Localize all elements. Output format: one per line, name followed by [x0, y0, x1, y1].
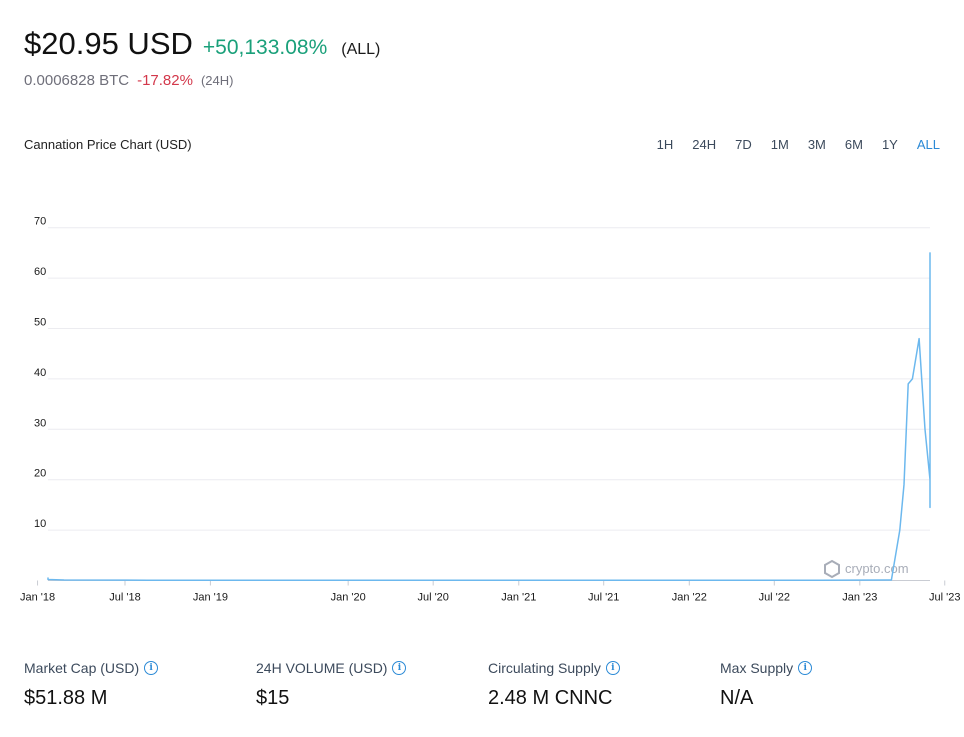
range-selector: 1H 24H 7D 1M 3M 6M 1Y ALL	[638, 137, 940, 152]
stat-24h-volume-usd: 24H VOLUME (USD) i $15	[256, 660, 488, 710]
x-tick-label: Jul '23	[929, 592, 960, 604]
stat-circulating-supply: Circulating Supply i 2.48 M CNNC	[488, 660, 720, 710]
stat-value: N/A	[720, 687, 754, 709]
stat-value: $15	[256, 687, 290, 709]
range-button-1h[interactable]: 1H	[656, 137, 674, 152]
watermark-text: crypto.com	[845, 561, 909, 576]
y-tick-label: 10	[34, 518, 46, 530]
x-tick-label: Jan '18	[20, 592, 55, 604]
range-button-24h[interactable]: 24H	[692, 137, 717, 152]
price-row: $20.95 USD +50,133.08% (ALL)	[24, 26, 380, 62]
x-tick-label: Jan '23	[842, 592, 877, 604]
stat-value: $51.88 M	[24, 687, 108, 709]
x-tick-label: Jan '20	[331, 592, 366, 604]
x-tick-label: Jan '21	[501, 592, 536, 604]
current-price: $20.95 USD	[24, 26, 193, 61]
stat-label: Circulating Supply i	[488, 660, 720, 676]
btc-price: 0.0006828 BTC	[24, 72, 130, 89]
sub-tag: (24H)	[200, 73, 234, 88]
stat-max-supply: Max Supply i N/A	[720, 660, 952, 710]
x-tick-label: Jul '22	[759, 592, 790, 604]
stat-label: Market Cap (USD) i	[24, 660, 256, 676]
stats-row: Market Cap (USD) i $51.88 M 24H VOLUME (USD…	[24, 660, 952, 710]
x-tick-label: Jan '19	[193, 592, 228, 604]
price-header: $20.95 USD +50,133.08% (ALL) 0.0006828 B…	[24, 26, 380, 89]
price-series-line	[47, 252, 931, 581]
stat-label-text: Circulating Supply	[488, 660, 601, 676]
x-tick-label: Jul '18	[109, 592, 140, 604]
watermark: crypto.com	[824, 559, 909, 579]
y-tick-label: 50	[34, 317, 46, 329]
range-tag: (ALL)	[341, 41, 381, 58]
range-button-7d[interactable]: 7D	[735, 137, 752, 152]
y-tick-label: 40	[34, 367, 46, 379]
change-24h: -17.82%	[137, 72, 193, 89]
x-tick-label: Jul '20	[417, 592, 448, 604]
info-icon[interactable]: i	[392, 661, 407, 675]
y-tick-label: 70	[34, 216, 46, 228]
y-tick-label: 20	[34, 468, 46, 480]
range-button-1m[interactable]: 1M	[770, 137, 789, 152]
range-button-3m[interactable]: 3M	[807, 137, 826, 152]
y-tick-label: 30	[34, 417, 46, 429]
change-all-time: +50,133.08%	[202, 36, 328, 59]
stat-label-text: 24H VOLUME (USD)	[256, 660, 388, 676]
stat-label-text: Market Cap (USD)	[24, 660, 140, 676]
stat-label: 24H VOLUME (USD) i	[256, 660, 488, 676]
range-button-6m[interactable]: 6M	[844, 137, 863, 152]
stat-label: Max Supply i	[720, 660, 952, 676]
btc-row: 0.0006828 BTC -17.82% (24H)	[24, 72, 380, 89]
stat-market-cap-usd: Market Cap (USD) i $51.88 M	[24, 660, 256, 710]
range-button-all[interactable]: ALL	[916, 137, 940, 152]
info-icon[interactable]: i	[798, 661, 813, 675]
chart-title: Cannation Price Chart (USD)	[24, 137, 192, 152]
y-tick-label: 60	[34, 266, 46, 278]
stat-value: 2.48 M CNNC	[488, 687, 613, 709]
x-tick-label: Jan '22	[672, 592, 707, 604]
crypto-logo-icon	[824, 559, 840, 579]
info-icon[interactable]: i	[605, 661, 620, 675]
range-button-1y[interactable]: 1Y	[881, 137, 898, 152]
x-tick-label: Jul '21	[588, 592, 619, 604]
info-icon[interactable]: i	[144, 661, 159, 675]
price-chart: 10 20 30 40 50 60 70 Jan '18 Jul '18 Jan '19 Jan '…	[20, 216, 960, 604]
stat-label-text: Max Supply	[720, 660, 794, 676]
